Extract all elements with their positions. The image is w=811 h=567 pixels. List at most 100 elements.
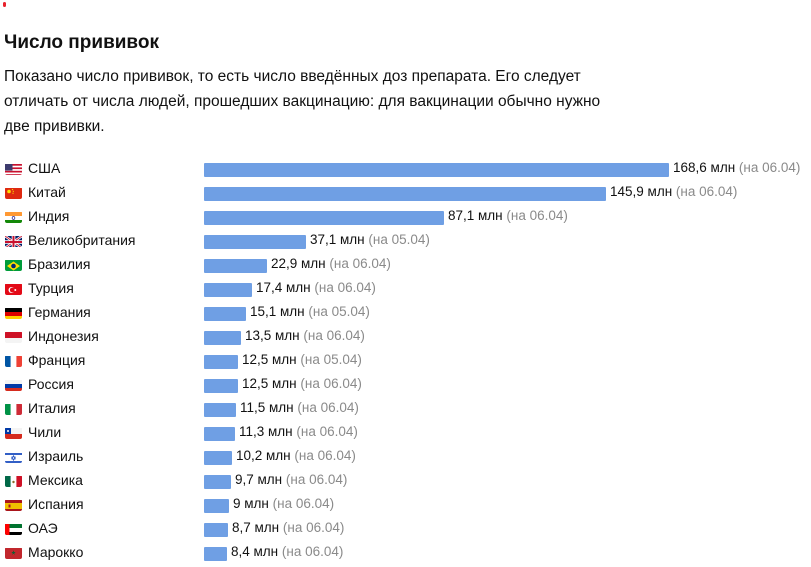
bar bbox=[204, 163, 669, 177]
value-text: 145,9 млн bbox=[610, 184, 673, 199]
chart-row: Великобритания 37,1 млн (на 05.04) bbox=[0, 230, 811, 254]
turkey-flag-icon bbox=[5, 283, 22, 295]
value-label: 11,5 млн (на 06.04) bbox=[240, 400, 359, 415]
value-label: 8,7 млн (на 06.04) bbox=[232, 520, 344, 535]
uae-flag-icon bbox=[5, 523, 22, 535]
value-text: 9,7 млн bbox=[235, 472, 283, 487]
chart-row: Мексика 9,7 млн (на 06.04) bbox=[0, 470, 811, 494]
date-text: (на 06.04) bbox=[278, 544, 344, 559]
country-label: Россия bbox=[28, 376, 74, 392]
chart-description: Показано число прививок, то есть число в… bbox=[4, 68, 601, 135]
country-label: Марокко bbox=[28, 544, 84, 560]
date-text: (на 06.04) bbox=[502, 208, 568, 223]
bar bbox=[204, 403, 236, 417]
value-label: 9 млн (на 06.04) bbox=[233, 496, 334, 511]
bar bbox=[204, 523, 228, 537]
country-label: Великобритания bbox=[28, 232, 136, 248]
chart-row: Китай 145,9 млн (на 06.04) bbox=[0, 182, 811, 206]
accent-dot bbox=[3, 2, 6, 7]
country-label: Италия bbox=[28, 400, 76, 416]
italy-flag-icon bbox=[5, 403, 22, 415]
us-flag-icon bbox=[5, 163, 22, 175]
bar bbox=[204, 427, 235, 441]
bar bbox=[204, 499, 229, 513]
value-label: 8,4 млн (на 06.04) bbox=[231, 544, 343, 559]
value-label: 17,4 млн (на 06.04) bbox=[256, 280, 376, 295]
uk-flag-icon bbox=[5, 235, 22, 247]
value-label: 13,5 млн (на 06.04) bbox=[245, 328, 365, 343]
bar bbox=[204, 355, 238, 369]
mexico-flag-icon bbox=[5, 475, 22, 487]
country-label: Турция bbox=[28, 280, 74, 296]
china-flag-icon bbox=[5, 187, 22, 199]
bar bbox=[204, 259, 267, 273]
country-label: Германия bbox=[28, 304, 91, 320]
value-text: 12,5 млн bbox=[242, 352, 297, 367]
country-label: Индонезия bbox=[28, 328, 99, 344]
value-text: 12,5 млн bbox=[242, 376, 297, 391]
country-label: ОАЭ bbox=[28, 520, 58, 536]
bar bbox=[204, 451, 232, 465]
chart-row: Италия 11,5 млн (на 06.04) bbox=[0, 398, 811, 422]
bar bbox=[204, 211, 444, 225]
date-text: (на 06.04) bbox=[325, 256, 391, 271]
chart-row: Россия 12,5 млн (на 06.04) bbox=[0, 374, 811, 398]
value-label: 15,1 млн (на 05.04) bbox=[250, 304, 370, 319]
chart-row: Бразилия 22,9 млн (на 06.04) bbox=[0, 254, 811, 278]
chart-row: Турция 17,4 млн (на 06.04) bbox=[0, 278, 811, 302]
value-text: 8,7 млн bbox=[232, 520, 280, 535]
date-text: (на 06.04) bbox=[299, 328, 365, 343]
date-text: (на 06.04) bbox=[279, 520, 345, 535]
country-label: Мексика bbox=[28, 472, 83, 488]
value-text: 15,1 млн bbox=[250, 304, 305, 319]
page-title: Число прививок bbox=[4, 32, 159, 53]
value-text: 8,4 млн bbox=[231, 544, 279, 559]
value-label: 10,2 млн (на 06.04) bbox=[236, 448, 356, 463]
value-text: 168,6 млн bbox=[673, 160, 736, 175]
bar bbox=[204, 235, 306, 249]
value-label: 12,5 млн (на 05.04) bbox=[242, 352, 362, 367]
india-flag-icon bbox=[5, 211, 22, 223]
germany-flag-icon bbox=[5, 307, 22, 319]
value-label: 9,7 млн (на 06.04) bbox=[235, 472, 347, 487]
value-text: 22,9 млн bbox=[271, 256, 326, 271]
chart-row: Германия 15,1 млн (на 05.04) bbox=[0, 302, 811, 326]
bar bbox=[204, 331, 241, 345]
chart-row: Индия 87,1 млн (на 06.04) bbox=[0, 206, 811, 230]
chart-row: Чили 11,3 млн (на 06.04) bbox=[0, 422, 811, 446]
date-text: (на 06.04) bbox=[282, 472, 348, 487]
date-text: (на 06.04) bbox=[310, 280, 376, 295]
value-label: 11,3 млн (на 06.04) bbox=[239, 424, 358, 439]
date-text: (на 05.04) bbox=[296, 352, 362, 367]
israel-flag-icon bbox=[5, 451, 22, 463]
date-text: (на 06.04) bbox=[735, 160, 801, 175]
country-label: Индия bbox=[28, 208, 70, 224]
bar bbox=[204, 187, 606, 201]
value-text: 11,5 млн bbox=[240, 400, 294, 415]
bar bbox=[204, 547, 227, 561]
date-text: (на 06.04) bbox=[292, 424, 358, 439]
chart-row: Франция 12,5 млн (на 05.04) bbox=[0, 350, 811, 374]
chart-row: Марокко 8,4 млн (на 06.04) bbox=[0, 542, 811, 566]
spain-flag-icon bbox=[5, 499, 22, 511]
date-text: (на 06.04) bbox=[672, 184, 738, 199]
chart-row: Израиль 10,2 млн (на 06.04) bbox=[0, 446, 811, 470]
value-text: 13,5 млн bbox=[245, 328, 300, 343]
brazil-flag-icon bbox=[5, 259, 22, 271]
chart-row: ОАЭ 8,7 млн (на 06.04) bbox=[0, 518, 811, 542]
russia-flag-icon bbox=[5, 379, 22, 391]
date-text: (на 05.04) bbox=[364, 232, 430, 247]
bar bbox=[204, 307, 246, 321]
bar bbox=[204, 475, 231, 489]
value-text: 9 млн bbox=[233, 496, 269, 511]
indonesia-flag-icon bbox=[5, 331, 22, 343]
country-label: Израиль bbox=[28, 448, 84, 464]
date-text: (на 05.04) bbox=[304, 304, 370, 319]
value-text: 10,2 млн bbox=[236, 448, 291, 463]
value-text: 17,4 млн bbox=[256, 280, 311, 295]
value-text: 37,1 млн bbox=[310, 232, 365, 247]
value-label: 22,9 млн (на 06.04) bbox=[271, 256, 391, 271]
morocco-flag-icon bbox=[5, 547, 22, 559]
country-label: Чили bbox=[28, 424, 62, 440]
value-label: 37,1 млн (на 05.04) bbox=[310, 232, 430, 247]
